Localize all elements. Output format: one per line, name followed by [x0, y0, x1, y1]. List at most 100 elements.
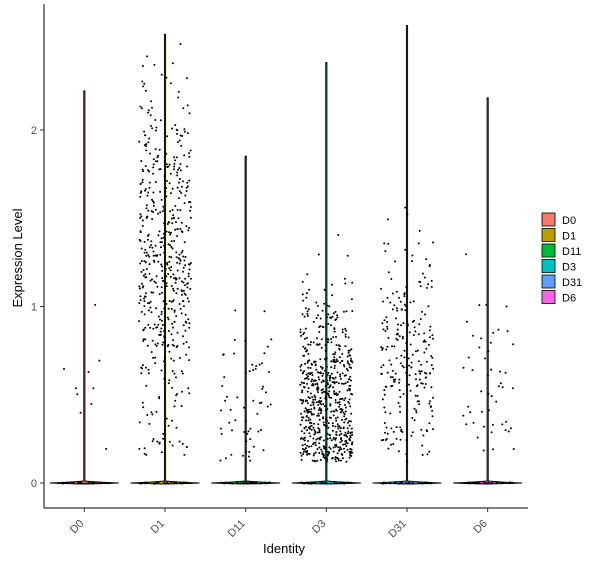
- data-point: [142, 406, 145, 409]
- data-point: [310, 424, 313, 427]
- data-point: [183, 259, 186, 262]
- data-point-zero: [347, 481, 349, 484]
- data-point: [171, 322, 174, 325]
- violin-D1: [130, 34, 200, 485]
- data-point: [302, 299, 305, 302]
- data-point: [395, 333, 398, 336]
- data-point: [168, 267, 171, 270]
- data-point: [330, 360, 333, 363]
- data-point: [176, 174, 179, 177]
- data-point: [183, 202, 186, 205]
- data-point: [332, 336, 335, 339]
- data-point: [184, 264, 187, 267]
- data-point-zero: [430, 482, 433, 485]
- data-point: [169, 210, 172, 213]
- data-point: [178, 440, 181, 443]
- data-point: [162, 432, 165, 435]
- data-point: [302, 438, 305, 441]
- data-point: [143, 313, 146, 316]
- data-point: [152, 201, 155, 204]
- data-point: [320, 448, 323, 451]
- data-point: [345, 310, 348, 313]
- data-point: [180, 145, 183, 147]
- data-point: [325, 450, 328, 453]
- data-point: [165, 230, 168, 233]
- data-point: [507, 430, 510, 433]
- data-point: [391, 384, 394, 387]
- data-point: [307, 366, 310, 369]
- data-point: [349, 434, 352, 437]
- data-point: [398, 389, 401, 392]
- data-point: [309, 373, 311, 376]
- data-point: [335, 360, 338, 363]
- data-point: [170, 285, 173, 287]
- data-point: [326, 316, 329, 319]
- data-point: [350, 455, 353, 457]
- data-point: [309, 343, 312, 346]
- data-point: [94, 303, 97, 306]
- data-point-zero: [497, 481, 500, 484]
- data-point: [432, 367, 435, 370]
- data-point: [422, 434, 425, 437]
- data-point: [74, 387, 77, 390]
- data-point: [329, 447, 332, 450]
- data-point: [150, 124, 152, 127]
- legend-label-D11: D11: [562, 246, 581, 258]
- data-point: [162, 437, 165, 440]
- data-point: [339, 398, 342, 401]
- data-point: [188, 326, 191, 329]
- data-point: [416, 349, 419, 352]
- data-point: [302, 333, 305, 336]
- data-point: [333, 359, 336, 362]
- data-point: [92, 387, 95, 390]
- data-point-zero: [475, 481, 478, 484]
- data-point: [465, 423, 468, 426]
- data-point: [351, 361, 354, 364]
- data-point: [326, 459, 329, 461]
- data-point: [315, 343, 318, 346]
- data-point: [179, 169, 182, 172]
- data-point-zero: [163, 481, 166, 484]
- data-point: [315, 438, 318, 441]
- data-point-zero: [152, 482, 155, 485]
- data-point: [152, 438, 155, 440]
- data-point: [512, 448, 515, 450]
- data-point: [462, 414, 465, 417]
- data-point: [344, 418, 347, 421]
- data-point: [155, 126, 158, 129]
- data-point: [142, 340, 145, 342]
- data-point: [182, 180, 184, 183]
- data-point: [150, 244, 153, 247]
- data-point: [231, 429, 233, 432]
- data-point: [171, 222, 174, 225]
- data-point: [176, 261, 179, 264]
- data-point: [315, 301, 318, 304]
- data-point: [178, 139, 181, 142]
- data-point: [169, 269, 172, 272]
- data-point: [263, 310, 266, 313]
- data-point: [179, 259, 182, 262]
- data-point: [162, 300, 165, 303]
- data-point: [149, 306, 152, 309]
- data-point: [155, 129, 157, 132]
- data-point: [160, 241, 163, 244]
- data-point: [339, 361, 342, 364]
- data-point: [344, 410, 347, 413]
- data-point: [145, 251, 148, 254]
- data-point: [421, 453, 424, 456]
- data-point: [415, 411, 418, 414]
- data-point: [396, 309, 399, 312]
- data-point: [179, 177, 181, 180]
- data-point: [98, 359, 101, 362]
- data-point: [300, 363, 303, 366]
- data-point: [347, 336, 350, 339]
- data-point: [326, 437, 329, 440]
- data-point: [147, 169, 149, 172]
- legend-swatch-D31: [541, 274, 556, 289]
- data-point: [301, 372, 304, 375]
- data-point: [346, 448, 349, 451]
- data-point: [398, 381, 401, 384]
- data-point: [394, 372, 397, 375]
- data-point: [478, 346, 481, 349]
- data-point: [403, 293, 406, 296]
